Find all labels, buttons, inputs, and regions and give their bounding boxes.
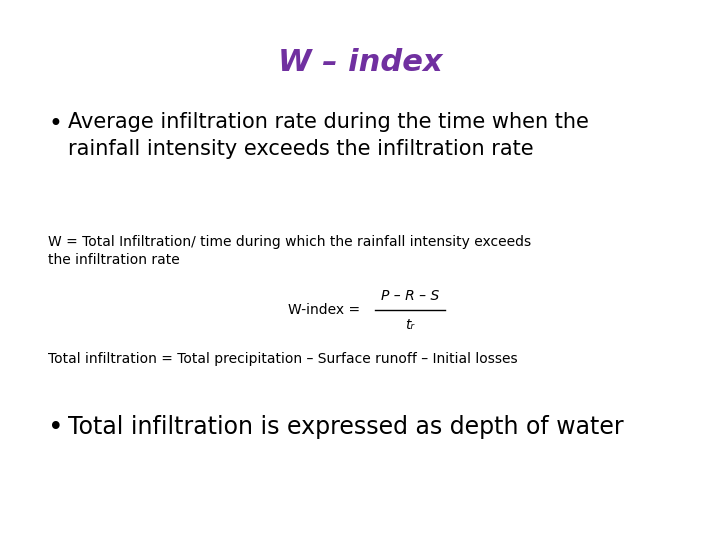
Text: tᵣ: tᵣ [405, 318, 415, 332]
Text: Average infiltration rate during the time when the
rainfall intensity exceeds th: Average infiltration rate during the tim… [68, 112, 589, 159]
Text: •: • [48, 112, 62, 136]
Text: W-index =: W-index = [288, 303, 360, 317]
Text: P – R – S: P – R – S [381, 289, 439, 303]
Text: •: • [48, 415, 63, 441]
Text: W = Total Infiltration/ time during which the rainfall intensity exceeds
the inf: W = Total Infiltration/ time during whic… [48, 235, 531, 267]
Text: Total infiltration is expressed as depth of water: Total infiltration is expressed as depth… [68, 415, 624, 439]
Text: W – index: W – index [278, 48, 442, 77]
Text: Total infiltration = Total precipitation – Surface runoff – Initial losses: Total infiltration = Total precipitation… [48, 352, 518, 366]
